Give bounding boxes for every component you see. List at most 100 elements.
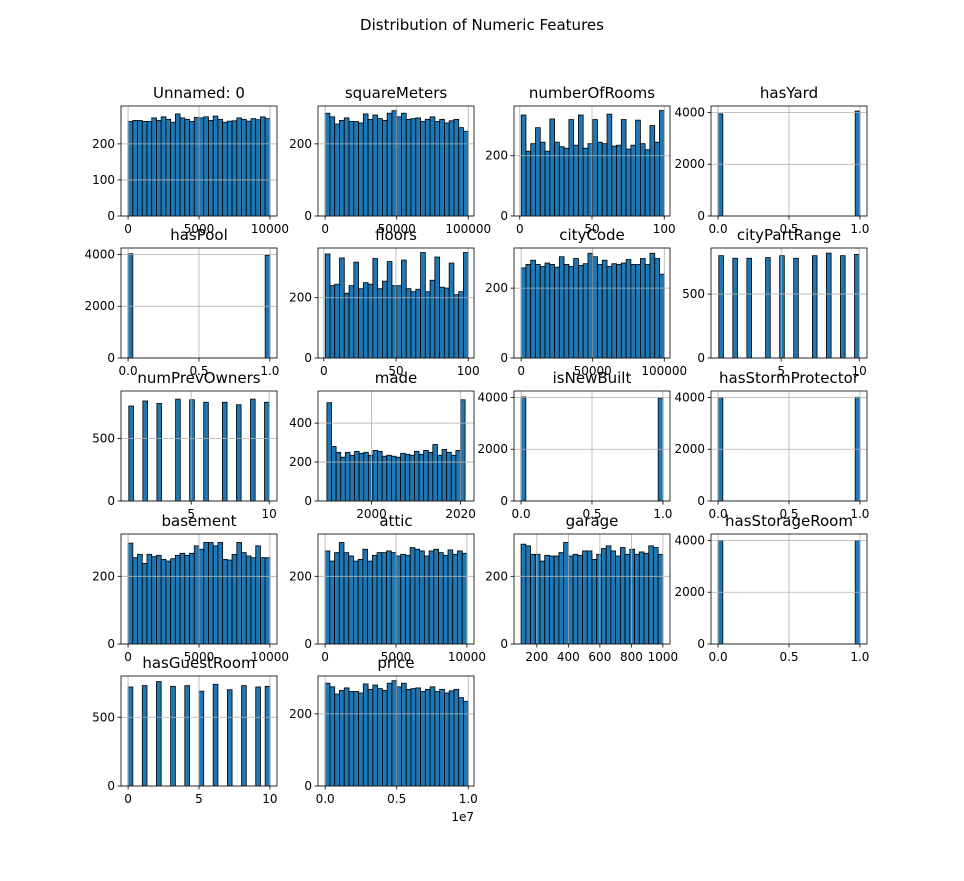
garage-bar-22 [624, 553, 631, 645]
price-bar-5 [348, 691, 355, 787]
subplot-numprevowners: 5 10 0 500 numPrevOwners [92, 369, 278, 521]
made-ytick-label-1: 200 [289, 455, 312, 469]
made-xtick-label-0: 2000 [356, 507, 387, 521]
subplot-hasstormprotector: 0.0 0.5 1.0 0 2000 4000 hasStormProtector [674, 369, 869, 521]
numberofrooms-bar-12 [578, 114, 584, 217]
hasstormprotector-ytick-label-0: 0 [697, 494, 705, 508]
squaremeters-title: squareMeters [345, 84, 448, 102]
basement-bar-3 [141, 563, 148, 645]
squaremeters-ytick-label-1: 200 [289, 137, 312, 151]
subplot-made: 2000 2020 0 200 400 made [289, 369, 476, 521]
price-title: price [377, 654, 414, 672]
numprevowners-title: numPrevOwners [137, 369, 260, 387]
subplot-citypartrange: 5 10 0 500 cityPartRange [682, 226, 868, 378]
citypartrange-bar-6 [746, 257, 752, 359]
price-bar-4 [343, 687, 350, 787]
floors-bar-0 [324, 253, 331, 359]
made-bar-22 [427, 451, 434, 502]
unnamed-0-bar-29 [264, 118, 271, 217]
attic-bar-0 [324, 550, 331, 645]
citycode-bar-4 [539, 266, 546, 359]
unnamed-0-bar-24 [241, 118, 247, 217]
squaremeters-bar-19 [415, 117, 421, 217]
hasguestroom-bar-9 [170, 685, 176, 787]
floors-bar-12 [382, 280, 388, 359]
citycode-bar-12 [578, 265, 584, 359]
subplot-price: 0.0 0.5 1.0 0 200 1e7 price [289, 654, 478, 824]
citycode-bar-10 [568, 266, 575, 359]
attic-bar-13 [386, 550, 392, 645]
floors-bar-17 [405, 288, 412, 359]
hasyard-bar-0 [717, 113, 724, 217]
unnamed-0-bar-16 [203, 116, 209, 217]
citycode-bar-29 [659, 273, 665, 359]
squaremeters-xtick-label-0: 0 [321, 222, 329, 236]
numberofrooms-bar-6 [549, 118, 555, 217]
numberofrooms-xtick-label-2: 100 [653, 222, 676, 236]
numberofrooms-bar-4 [539, 141, 546, 217]
unnamed-0-bar-8 [165, 118, 172, 217]
garage-xtick-label-4: 1000 [648, 650, 679, 664]
floors-bar-5 [348, 285, 355, 359]
unnamed-0-bar-23 [236, 117, 242, 217]
unnamed-0-bar-2 [137, 120, 143, 217]
squaremeters-bar-4 [343, 117, 350, 217]
garage-bar-21 [619, 547, 626, 645]
attic-xtick-label-0: 0 [321, 650, 329, 664]
attic-bar-18 [409, 547, 416, 645]
numberofrooms-bar-15 [592, 119, 598, 217]
numberofrooms-bar-16 [597, 141, 603, 217]
squaremeters-xtick-label-1: 50000 [378, 222, 416, 236]
squaremeters-bar-18 [410, 118, 417, 217]
isnewbuilt-xtick-label-0: 0.0 [512, 507, 531, 521]
unnamed-0-bar-15 [198, 117, 205, 217]
squaremeters-bar-13 [386, 112, 393, 217]
attic-bar-8 [362, 548, 369, 645]
squaremeters-bar-17 [405, 118, 412, 217]
hasstorageroom-xtick-label-2: 1.0 [850, 650, 869, 664]
basement-bar-24 [241, 552, 247, 645]
price-bar-28 [458, 697, 464, 787]
basement-bar-11 [179, 552, 186, 645]
basement-bar-28 [260, 557, 266, 645]
price-xtick-label-1: 0.5 [387, 792, 406, 806]
price-bar-17 [405, 688, 412, 787]
numberofrooms-bar-13 [582, 147, 589, 217]
numprevowners-bar-13 [189, 399, 195, 502]
unnamed-0-bar-11 [179, 117, 186, 217]
floors-bar-2 [334, 283, 340, 359]
garage-bar-12 [577, 554, 583, 645]
garage-bar-4 [539, 560, 546, 645]
haspool-ytick-label-2: 4000 [84, 247, 115, 261]
attic-bar-2 [334, 552, 340, 645]
citycode-bar-25 [640, 258, 646, 359]
citycode-bar-28 [654, 258, 660, 359]
squaremeters-bar-21 [424, 118, 431, 217]
citycode-bar-26 [644, 264, 651, 359]
floors-bar-9 [367, 283, 374, 359]
citycode-bar-18 [606, 266, 613, 359]
hasstorageroom-title: hasStorageRoom [725, 512, 853, 530]
garage-title: garage [566, 512, 619, 530]
price-axes-frame [317, 675, 475, 787]
squaremeters-bar-28 [458, 127, 464, 217]
haspool-xtick-label-0: 0.0 [119, 364, 138, 378]
attic-bar-22 [428, 550, 435, 645]
price-bar-26 [448, 690, 455, 787]
basement-bar-10 [174, 554, 181, 645]
squaremeters-ytick-label-0: 0 [304, 209, 312, 223]
basement-bar-14 [193, 545, 200, 645]
hasyard-ytick-label-1: 2000 [674, 157, 705, 171]
squaremeters-bar-12 [382, 120, 388, 217]
hasstorageroom-ytick-label-0: 0 [697, 637, 705, 651]
made-bar-14 [390, 455, 397, 502]
made-bar-12 [381, 455, 388, 502]
unnamed-0-bar-7 [160, 116, 167, 217]
attic-bar-1 [329, 560, 335, 645]
made-title: made [375, 369, 418, 387]
floors-bar-13 [386, 261, 393, 359]
isnewbuilt-title: isNewBuilt [553, 369, 632, 387]
floors-bar-15 [396, 285, 402, 359]
garage-bar-26 [643, 552, 650, 645]
